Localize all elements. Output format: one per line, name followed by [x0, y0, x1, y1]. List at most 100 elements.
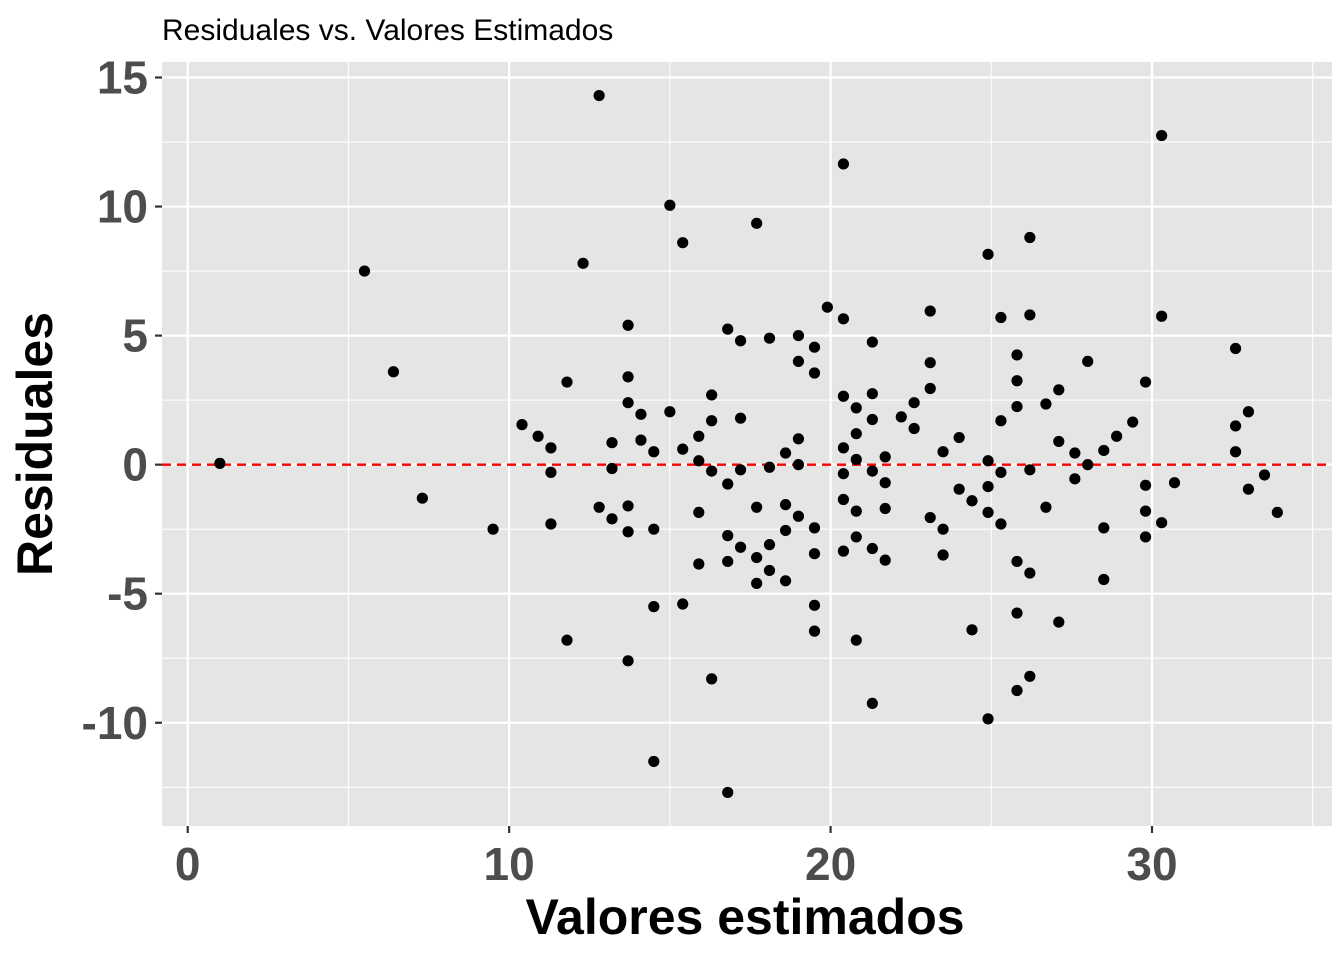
data-point-97 — [879, 502, 891, 515]
data-point-85 — [850, 453, 862, 466]
data-point-159 — [1242, 483, 1255, 495]
y-tick-label-4: -5 — [107, 568, 148, 620]
y-tick-label-3: 0 — [122, 439, 148, 491]
data-point-31 — [664, 406, 676, 418]
data-point-119 — [995, 415, 1007, 427]
data-point-58 — [763, 539, 776, 551]
data-point-22 — [622, 526, 634, 538]
data-point-35 — [693, 430, 705, 442]
data-point-90 — [866, 388, 878, 400]
data-point-10 — [561, 376, 573, 388]
data-point-20 — [622, 397, 634, 409]
data-point-108 — [937, 549, 949, 561]
data-point-78 — [837, 390, 850, 402]
x-tick-label-0: 0 — [175, 838, 201, 890]
data-point-55 — [751, 577, 763, 589]
data-point-83 — [850, 402, 862, 414]
data-point-149 — [1139, 505, 1152, 517]
data-point-160 — [1258, 469, 1271, 481]
data-point-8 — [545, 466, 557, 478]
data-point-56 — [763, 332, 776, 344]
data-point-100 — [908, 397, 920, 409]
data-point-48 — [734, 335, 747, 347]
data-point-111 — [966, 495, 978, 507]
data-point-18 — [622, 319, 634, 331]
data-point-95 — [879, 451, 891, 463]
y-tick-label-5: -10 — [82, 697, 148, 749]
data-point-82 — [837, 545, 850, 557]
plot-panel — [162, 62, 1332, 826]
data-point-54 — [751, 551, 763, 564]
data-point-98 — [879, 554, 891, 566]
data-point-47 — [722, 786, 734, 799]
data-point-76 — [837, 158, 850, 170]
data-point-130 — [1024, 464, 1036, 476]
data-point-137 — [1053, 616, 1065, 628]
data-point-62 — [779, 524, 792, 537]
y-tick-label-1: 10 — [97, 181, 148, 233]
data-point-63 — [779, 575, 792, 587]
data-point-49 — [734, 412, 747, 424]
data-point-153 — [1156, 517, 1168, 529]
data-point-29 — [648, 755, 660, 768]
data-point-124 — [1011, 400, 1023, 413]
data-point-57 — [763, 461, 776, 473]
data-point-161 — [1271, 506, 1283, 518]
data-point-112 — [966, 624, 978, 636]
chart-title: Residuales vs. Valores Estimados — [162, 14, 613, 47]
data-point-147 — [1139, 376, 1152, 388]
data-point-86 — [850, 505, 862, 517]
data-point-125 — [1011, 555, 1023, 568]
x-axis-ticks: 0 10 20 30 — [175, 826, 1178, 890]
data-point-107 — [937, 523, 949, 535]
data-point-4 — [487, 523, 499, 535]
data-point-128 — [1024, 231, 1036, 244]
data-point-144 — [1098, 573, 1110, 586]
data-point-42 — [706, 673, 718, 685]
data-point-60 — [779, 447, 792, 459]
data-point-28 — [648, 601, 660, 613]
data-point-126 — [1011, 607, 1023, 619]
data-point-16 — [606, 462, 618, 475]
data-point-65 — [792, 355, 805, 368]
data-point-146 — [1127, 416, 1139, 428]
data-point-84 — [850, 428, 862, 440]
data-point-114 — [982, 455, 994, 467]
data-point-72 — [808, 548, 821, 560]
data-point-27 — [648, 523, 660, 535]
data-point-32 — [677, 237, 689, 249]
data-point-36 — [693, 455, 705, 467]
data-point-61 — [779, 499, 792, 511]
data-point-134 — [1040, 501, 1052, 513]
data-point-154 — [1168, 477, 1181, 489]
data-point-143 — [1098, 522, 1110, 534]
data-point-1 — [358, 265, 371, 277]
data-point-12 — [577, 257, 589, 269]
data-point-39 — [706, 389, 718, 401]
data-point-25 — [635, 434, 647, 446]
data-point-64 — [792, 329, 805, 342]
data-point-105 — [924, 511, 936, 524]
data-point-145 — [1111, 430, 1123, 442]
data-point-21 — [622, 500, 634, 512]
data-point-0 — [214, 457, 226, 469]
data-point-102 — [924, 305, 936, 317]
data-point-148 — [1139, 479, 1152, 491]
x-tick-label-2: 20 — [805, 838, 856, 890]
data-point-158 — [1242, 406, 1255, 418]
data-point-14 — [593, 501, 605, 513]
data-point-156 — [1229, 420, 1242, 432]
data-point-44 — [722, 478, 734, 490]
data-point-122 — [1011, 349, 1023, 361]
data-point-136 — [1053, 435, 1065, 448]
data-point-3 — [416, 492, 428, 504]
data-point-96 — [879, 477, 891, 489]
data-point-116 — [982, 506, 994, 518]
scatter-points — [214, 89, 1283, 799]
data-point-70 — [808, 367, 821, 379]
data-point-74 — [808, 625, 821, 637]
data-point-118 — [995, 311, 1007, 324]
data-point-110 — [953, 483, 965, 495]
data-point-43 — [722, 323, 734, 335]
